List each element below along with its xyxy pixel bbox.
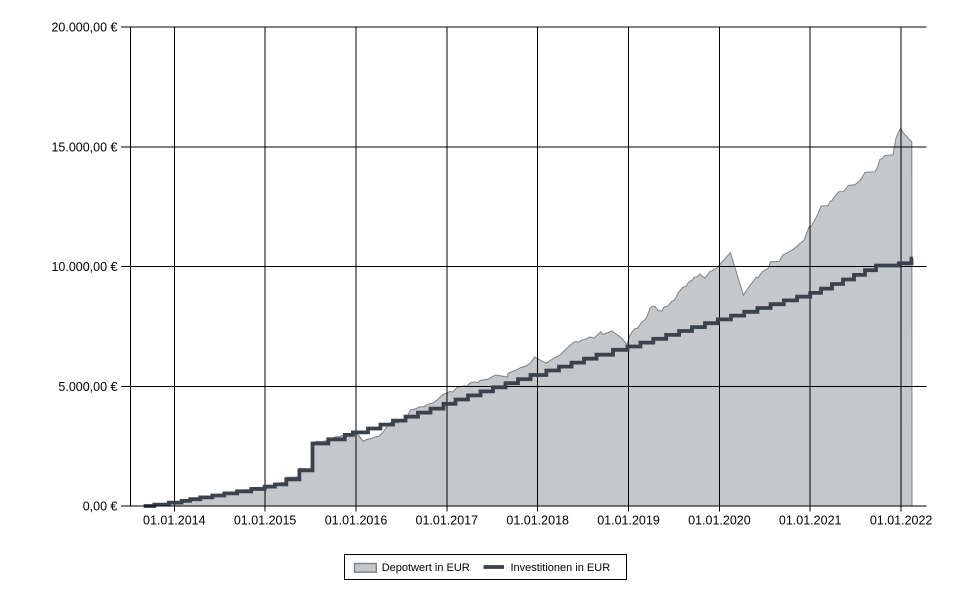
svg-text:01.01.2016: 01.01.2016 — [325, 514, 388, 528]
svg-text:01.01.2022: 01.01.2022 — [870, 514, 933, 528]
svg-text:Depotwert in EUR: Depotwert in EUR — [382, 562, 470, 574]
svg-text:15.000,00 €: 15.000,00 € — [51, 140, 117, 154]
svg-text:01.01.2019: 01.01.2019 — [597, 514, 660, 528]
svg-text:01.01.2014: 01.01.2014 — [143, 514, 206, 528]
svg-text:01.01.2021: 01.01.2021 — [779, 514, 842, 528]
svg-text:Investitionen in EUR: Investitionen in EUR — [511, 562, 611, 574]
svg-text:01.01.2020: 01.01.2020 — [688, 514, 751, 528]
svg-text:01.01.2017: 01.01.2017 — [416, 514, 479, 528]
svg-text:20.000,00 €: 20.000,00 € — [51, 21, 117, 35]
svg-text:10.000,00 €: 10.000,00 € — [51, 260, 117, 274]
svg-text:5.000,00 €: 5.000,00 € — [58, 380, 117, 394]
svg-text:01.01.2018: 01.01.2018 — [506, 514, 569, 528]
svg-text:01.01.2015: 01.01.2015 — [234, 514, 297, 528]
svg-text:0,00 €: 0,00 € — [83, 500, 118, 514]
